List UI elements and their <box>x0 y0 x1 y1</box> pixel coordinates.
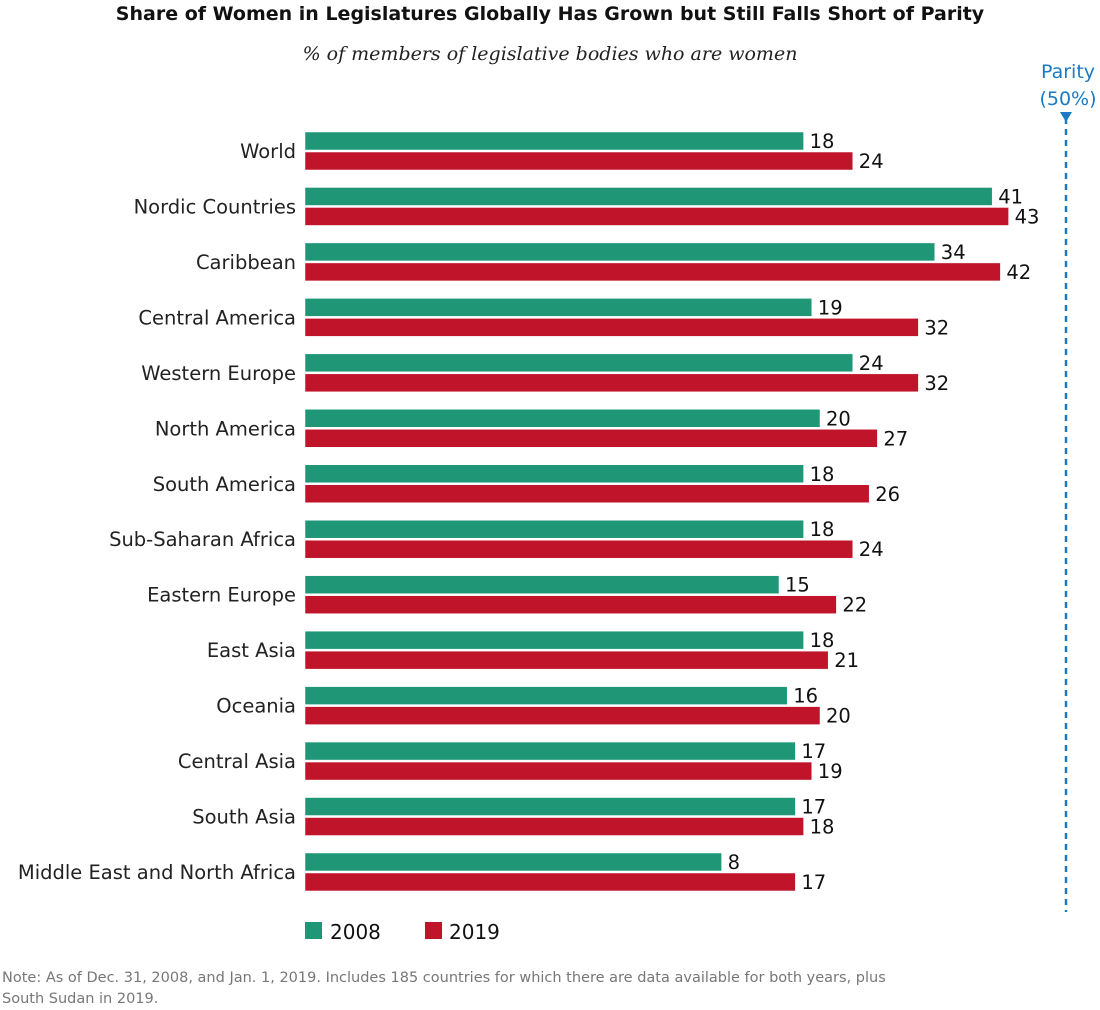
category-label: East Asia <box>207 639 296 662</box>
data-label-2019: 18 <box>810 816 835 839</box>
data-label-2008: 17 <box>801 796 826 819</box>
data-label-2008: 24 <box>859 352 884 375</box>
data-label-2019: 32 <box>924 316 949 339</box>
category-label: Caribbean <box>196 251 296 274</box>
bar-2008 <box>304 187 993 206</box>
parity-value-label: (50%) <box>1039 88 1096 110</box>
bar-2019 <box>304 539 854 559</box>
bar-2019 <box>304 262 1001 282</box>
data-label-2019: 27 <box>883 427 908 450</box>
bar-2019 <box>304 484 870 504</box>
category-label: Central Asia <box>178 750 296 773</box>
data-label-2008: 19 <box>818 296 843 319</box>
bar-2019 <box>304 595 837 614</box>
bar-2008 <box>304 464 804 484</box>
data-label-2019: 43 <box>1015 205 1040 228</box>
data-label-2019: 24 <box>859 150 884 173</box>
bar-2008 <box>304 131 804 151</box>
data-label-2008: 18 <box>810 130 835 153</box>
category-label: South Asia <box>192 806 296 829</box>
bar-2019 <box>304 872 796 892</box>
legend-swatch-2008 <box>305 922 322 939</box>
data-label-2008: 15 <box>785 574 810 597</box>
bar-2019 <box>304 650 829 670</box>
data-label-2019: 32 <box>924 372 949 395</box>
parity-label: Parity <box>1041 61 1095 83</box>
category-label: Middle East and North Africa <box>18 861 296 884</box>
category-label: Nordic Countries <box>134 195 296 218</box>
bar-2019 <box>304 207 1009 226</box>
bar-2008 <box>304 852 722 872</box>
data-label-2019: 42 <box>1006 261 1031 284</box>
data-label-2008: 41 <box>998 185 1023 208</box>
data-label-2008: 8 <box>728 851 740 874</box>
category-label: Oceania <box>216 695 296 718</box>
bar-2008 <box>304 575 780 594</box>
data-label-2019: 20 <box>826 705 851 728</box>
data-label-2008: 18 <box>810 463 835 486</box>
category-label: Eastern Europe <box>147 584 296 607</box>
data-label-2008: 20 <box>826 407 851 430</box>
bar-2008 <box>304 519 804 539</box>
bar-2008 <box>304 797 796 816</box>
data-label-2008: 17 <box>801 740 826 763</box>
bar-2008 <box>304 409 821 428</box>
legend-swatch-2019 <box>425 922 442 939</box>
bar-2019 <box>304 429 878 448</box>
data-label-2008: 34 <box>941 241 966 264</box>
category-label: Central America <box>138 306 296 329</box>
legend-label-2008: 2008 <box>330 920 381 944</box>
category-label: Sub-Saharan Africa <box>109 528 296 551</box>
category-label: North America <box>155 417 296 440</box>
data-label-2008: 18 <box>810 629 835 652</box>
data-label-2008: 16 <box>793 685 818 708</box>
data-label-2019: 21 <box>834 649 859 672</box>
parity-arrow-icon <box>1060 112 1072 122</box>
data-label-2019: 22 <box>842 594 867 617</box>
note-line-1: Note: As of Dec. 31, 2008, and Jan. 1, 2… <box>2 970 886 986</box>
bar-2008 <box>304 298 813 317</box>
category-label: South America <box>153 473 296 496</box>
data-label-2019: 17 <box>801 871 826 894</box>
bar-2008 <box>304 741 796 761</box>
bar-2019 <box>304 761 813 781</box>
bar-2019 <box>304 151 854 171</box>
bar-2019 <box>304 318 919 337</box>
legend-label-2019: 2019 <box>449 920 500 944</box>
note-line-2: South Sudan in 2019. <box>2 991 158 1007</box>
bar-2008 <box>304 353 854 373</box>
bar-2019 <box>304 373 919 393</box>
data-label-2019: 19 <box>818 760 843 783</box>
data-label-2019: 26 <box>875 483 900 506</box>
bar-2019 <box>304 817 804 836</box>
bar-2019 <box>304 706 821 725</box>
data-label-2019: 24 <box>859 538 884 561</box>
chart-subtitle: % of members of legislative bodies who a… <box>303 43 798 65</box>
category-label: Western Europe <box>141 362 296 385</box>
bar-2008 <box>304 242 936 262</box>
chart-title: Share of Women in Legislatures Globally … <box>116 3 985 25</box>
category-label: World <box>240 140 296 163</box>
data-label-2008: 18 <box>810 518 835 541</box>
bar-2008 <box>304 686 788 705</box>
bar-2008 <box>304 630 804 650</box>
